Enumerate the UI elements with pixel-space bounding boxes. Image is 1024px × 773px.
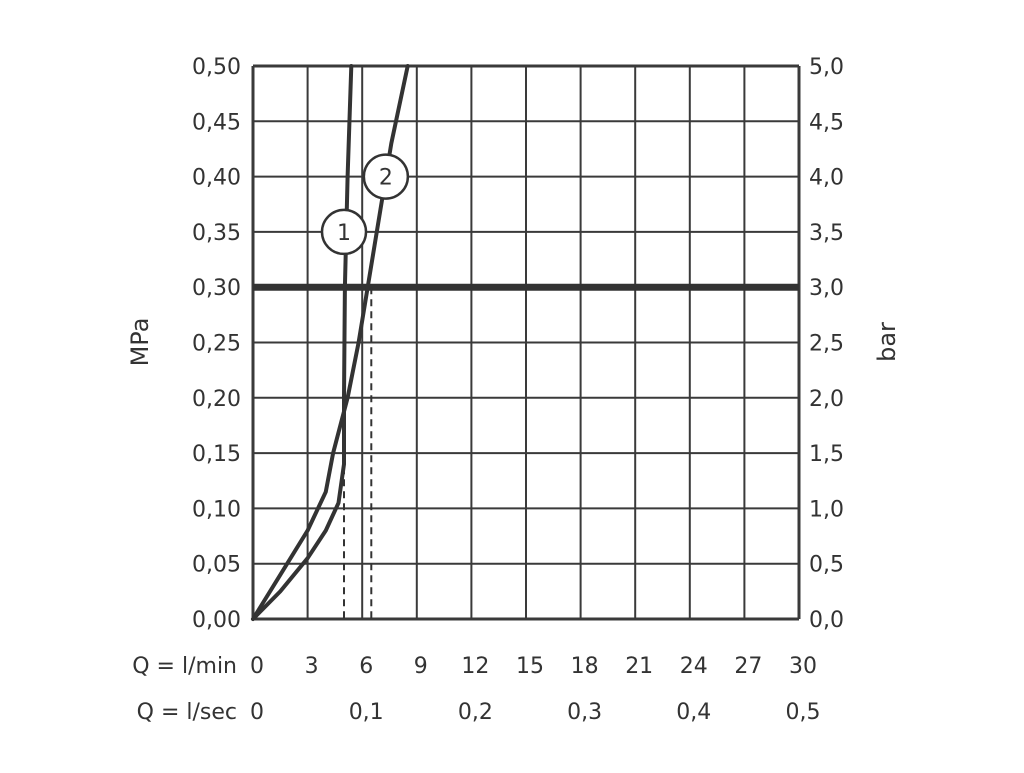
- right-tick-label: 4,5: [809, 110, 844, 135]
- x-tick-label: 0,5: [786, 700, 821, 725]
- left-tick-label: 0,50: [192, 55, 241, 80]
- droplines: [343, 287, 373, 619]
- tick-labels: 0,000,050,100,150,200,250,300,350,400,45…: [132, 55, 844, 725]
- x-tick-label: 0,3: [567, 700, 602, 725]
- left-tick-label: 0,15: [192, 442, 241, 467]
- left-tick-label: 0,20: [192, 387, 241, 412]
- left-axis-title: MPa: [126, 318, 154, 367]
- right-tick-label: 2,5: [809, 332, 844, 357]
- x-axis-row-title: Q = l/sec: [137, 700, 237, 725]
- x-tick-label: 24: [680, 654, 708, 679]
- series-1-marker-label: 1: [337, 221, 351, 246]
- right-tick-label: 3,5: [809, 221, 844, 246]
- left-tick-label: 0,05: [192, 553, 241, 578]
- left-tick-label: 0,10: [192, 497, 241, 522]
- grid: [251, 64, 801, 621]
- x-tick-label: 0,2: [458, 700, 493, 725]
- left-tick-label: 0,40: [192, 166, 241, 191]
- right-tick-label: 5,0: [809, 55, 844, 80]
- x-tick-label: 9: [414, 654, 428, 679]
- right-tick-label: 0,5: [809, 553, 844, 578]
- x-tick-label: 0,1: [349, 700, 384, 725]
- left-tick-label: 0,00: [192, 608, 241, 633]
- x-tick-label: 3: [305, 654, 319, 679]
- x-axis-row-title: Q = l/min: [132, 654, 237, 679]
- x-tick-label: 18: [571, 654, 599, 679]
- right-tick-label: 4,0: [809, 166, 844, 191]
- series-2-marker: [362, 153, 410, 200]
- series-1-marker: [320, 208, 368, 256]
- right-tick-label: 2,0: [809, 387, 844, 412]
- right-tick-label: 0,0: [809, 608, 844, 633]
- x-tick-label: 0: [250, 654, 264, 679]
- x-tick-label: 15: [516, 654, 544, 679]
- right-axis-title: bar: [873, 322, 901, 362]
- x-tick-label: 30: [789, 654, 817, 679]
- x-tick-label: 0,4: [676, 700, 711, 725]
- left-tick-label: 0,30: [192, 276, 241, 301]
- x-tick-label: 21: [625, 654, 653, 679]
- x-tick-label: 27: [734, 654, 762, 679]
- x-tick-label: 12: [461, 654, 489, 679]
- series-2-marker-label: 2: [379, 166, 393, 191]
- x-tick-label: 6: [359, 654, 373, 679]
- left-tick-label: 0,35: [192, 221, 241, 246]
- left-tick-label: 0,25: [192, 332, 241, 357]
- right-tick-label: 1,5: [809, 442, 844, 467]
- right-tick-label: 3,0: [809, 276, 844, 301]
- x-tick-label: 0: [250, 700, 264, 725]
- left-tick-label: 0,45: [192, 110, 241, 135]
- series-markers: 12: [320, 153, 410, 256]
- right-tick-label: 1,0: [809, 497, 844, 522]
